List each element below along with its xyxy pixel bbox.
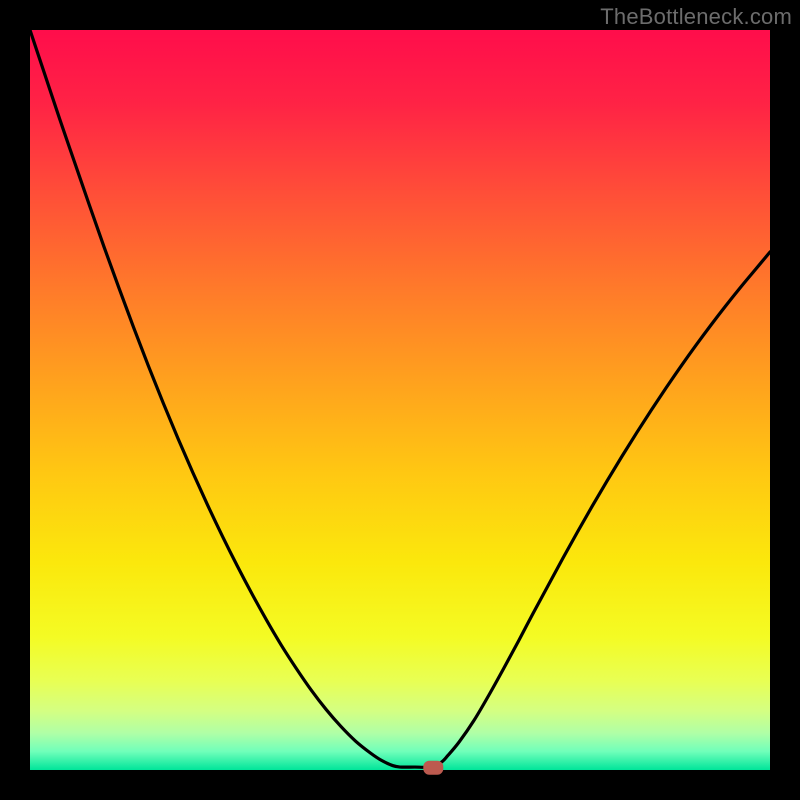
optimum-marker [423,761,443,775]
bottleneck-chart [0,0,800,800]
watermark-text: TheBottleneck.com [600,4,792,30]
chart-container: TheBottleneck.com [0,0,800,800]
